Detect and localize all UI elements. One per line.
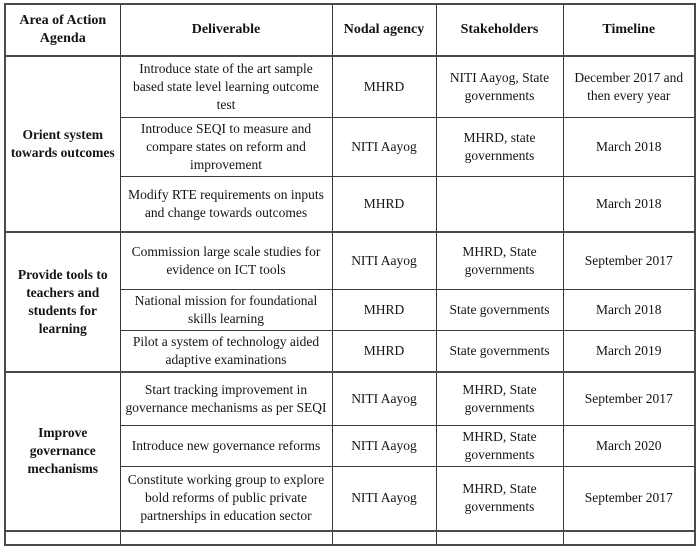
- cell-stakeholders: State governments: [435, 288, 564, 331]
- cell-deliverable: Modify RTE requirements on inputs and ch…: [119, 175, 333, 233]
- table-row: Modify RTE requirements on inputs and ch…: [5, 175, 696, 233]
- cell-nodal-agency: NITI Aayog: [331, 116, 437, 177]
- cell-stakeholders: MHRD, State governments: [435, 425, 564, 467]
- table-row: Introduce SEQI to measure and compare st…: [5, 116, 696, 177]
- cell-nodal-agency: NITI Aayog: [331, 231, 437, 290]
- cell-deliverable: National mission for foundational skills…: [119, 288, 333, 331]
- cell-deliverable-empty: [119, 529, 333, 545]
- table-header-row: Area of Action Agenda Deliverable Nodal …: [4, 3, 696, 57]
- column-header-nodal-agency: Nodal agency: [331, 3, 437, 57]
- action-agenda-table-container: Area of Action Agenda Deliverable Nodal …: [4, 3, 696, 546]
- cell-timeline: March 2018: [562, 175, 696, 233]
- area-cell-provide-tools: Provide tools to teachers and students f…: [4, 231, 121, 372]
- table-row: Constitute working group to explore bold…: [5, 466, 696, 531]
- cell-nodal-agency: NITI Aayog: [331, 425, 437, 467]
- cell-deliverable: Introduce new governance reforms: [119, 425, 333, 467]
- cell-timeline: December 2017 and then every year: [562, 55, 696, 118]
- column-header-area-of-action-agenda: Area of Action Agenda: [4, 3, 121, 57]
- cell-timeline: September 2017: [562, 231, 696, 290]
- cell-timeline: March 2020: [562, 425, 696, 467]
- cell-timeline: March 2019: [562, 329, 696, 372]
- cell-nodal-agency-empty: [331, 529, 437, 545]
- cell-deliverable: Commission large scale studies for evide…: [119, 231, 333, 290]
- table-row-partial: [4, 529, 696, 545]
- cell-timeline: September 2017: [562, 466, 696, 531]
- cell-deliverable: Introduce SEQI to measure and compare st…: [119, 116, 333, 177]
- cell-nodal-agency: MHRD: [331, 55, 437, 118]
- cell-timeline: March 2018: [562, 288, 696, 331]
- cell-nodal-agency: MHRD: [331, 288, 437, 331]
- cell-stakeholders: MHRD, State governments: [435, 370, 564, 426]
- table-row: Orient system towards outcomes Introduce…: [4, 55, 696, 233]
- cell-stakeholders-empty: [435, 529, 564, 545]
- cell-nodal-agency: MHRD: [331, 329, 437, 372]
- table-row: Introduce new governance reforms NITI Aa…: [5, 425, 696, 467]
- cell-stakeholders: MHRD, State governments: [435, 231, 564, 290]
- area-cell-orient-system: Orient system towards outcomes: [4, 55, 121, 233]
- cell-deliverable: Start tracking improvement in governance…: [119, 370, 333, 426]
- cell-deliverable: Constitute working group to explore bold…: [119, 466, 333, 531]
- cell-stakeholders: MHRD, state governments: [435, 116, 564, 177]
- table-row: Provide tools to teachers and students f…: [4, 231, 696, 372]
- table-row: Pilot a system of technology aided adapt…: [5, 329, 696, 372]
- column-header-timeline: Timeline: [562, 3, 696, 57]
- cell-timeline: March 2018: [562, 116, 696, 177]
- table-row: National mission for foundational skills…: [5, 288, 696, 331]
- cell-nodal-agency: MHRD: [331, 175, 437, 233]
- action-agenda-table: Area of Action Agenda Deliverable Nodal …: [4, 3, 696, 546]
- cell-timeline: September 2017: [562, 370, 696, 426]
- area-cell-improve-governance: Improve governance mechanisms: [4, 370, 121, 531]
- cell-area-empty: [4, 529, 121, 545]
- cell-nodal-agency: NITI Aayog: [331, 466, 437, 531]
- cell-nodal-agency: NITI Aayog: [331, 370, 437, 426]
- column-header-stakeholders: Stakeholders: [435, 3, 564, 57]
- column-header-deliverable: Deliverable: [119, 3, 333, 57]
- cell-stakeholders: NITI Aayog, State governments: [435, 55, 564, 118]
- cell-deliverable: Introduce state of the art sample based …: [119, 55, 333, 118]
- cell-stakeholders: [435, 175, 564, 233]
- cell-stakeholders: State governments: [435, 329, 564, 372]
- cell-timeline-empty: [562, 529, 696, 545]
- cell-stakeholders: MHRD, State governments: [435, 466, 564, 531]
- table-row: Improve governance mechanisms Start trac…: [4, 370, 696, 531]
- cell-deliverable: Pilot a system of technology aided adapt…: [119, 329, 333, 372]
